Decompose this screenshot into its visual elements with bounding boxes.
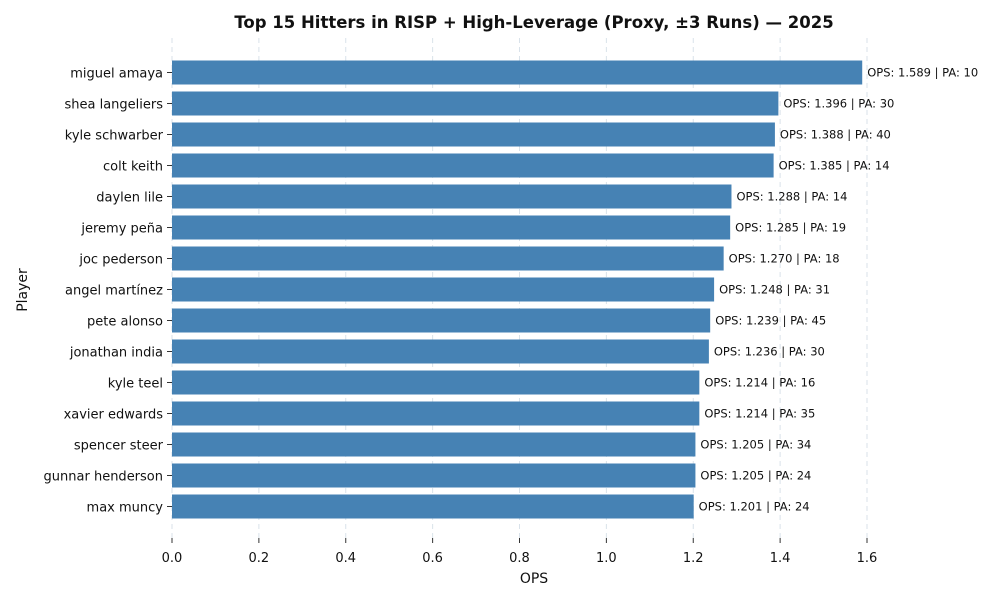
bar [172, 153, 774, 178]
bars [172, 60, 863, 519]
bar-value-label: OPS: 1.589 | PA: 10 [867, 66, 978, 80]
bar [172, 246, 724, 271]
bar [172, 277, 715, 302]
data-labels: OPS: 1.589 | PA: 10 OPS: 1.396 | PA: 30 OP… [699, 66, 978, 514]
x-tick-label: 1.0 [596, 551, 617, 566]
y-axis-label: Player [15, 268, 31, 312]
bar-value-label: OPS: 1.396 | PA: 30 [783, 97, 894, 111]
y-tick-label: pete alonso [87, 315, 163, 330]
y-tick-label: spencer steer [74, 439, 164, 454]
bar [172, 308, 711, 333]
x-tick-label: 1.2 [683, 551, 704, 566]
y-tick-label: joc pederson [78, 253, 163, 268]
x-tick-label: 0.6 [422, 551, 443, 566]
y-tick-label: kyle teel [108, 377, 163, 392]
y-tick-label: xavier edwards [64, 408, 164, 423]
bar-value-label: OPS: 1.285 | PA: 19 [735, 221, 846, 235]
bar [172, 339, 709, 364]
bar-value-label: OPS: 1.239 | PA: 45 [715, 314, 826, 328]
bar [172, 184, 732, 209]
bar [172, 60, 863, 85]
x-tick-label: 0.2 [249, 551, 270, 566]
y-tick-label: miguel amaya [70, 67, 163, 82]
bar [172, 91, 779, 116]
x-tick-label: 0.8 [509, 551, 530, 566]
y-tick-label: daylen lile [96, 191, 163, 206]
bar-value-label: OPS: 1.205 | PA: 34 [700, 438, 811, 452]
bar [172, 122, 775, 147]
bar-value-label: OPS: 1.385 | PA: 14 [779, 159, 890, 173]
y-tick-label: angel martínez [65, 284, 163, 299]
y-tick-label: colt keith [103, 160, 163, 175]
bar [172, 370, 700, 395]
x-tick-label: 1.6 [857, 551, 878, 566]
y-tick-label: jeremy peña [80, 222, 163, 237]
chart-title: Top 15 Hitters in RISP + High-Leverage (… [234, 13, 833, 32]
y-tick-label: kyle schwarber [65, 129, 164, 144]
x-tick-label: 1.4 [770, 551, 791, 566]
bar-value-label: OPS: 1.214 | PA: 16 [704, 376, 815, 390]
y-tick-label: shea langeliers [64, 98, 163, 113]
bar-value-label: OPS: 1.201 | PA: 24 [699, 500, 810, 514]
bar-value-label: OPS: 1.205 | PA: 24 [700, 469, 811, 483]
y-tick-label: gunnar henderson [44, 470, 163, 485]
bar-value-label: OPS: 1.388 | PA: 40 [780, 128, 891, 142]
x-axis-label: OPS [520, 571, 548, 587]
bar [172, 215, 731, 240]
bar [172, 463, 696, 488]
bar-value-label: OPS: 1.236 | PA: 30 [714, 345, 825, 359]
bar-value-label: OPS: 1.270 | PA: 18 [729, 252, 840, 266]
bar-value-label: OPS: 1.214 | PA: 35 [704, 407, 815, 421]
x-tick-label: 0.4 [335, 551, 356, 566]
y-tick-label: max muncy [87, 501, 164, 516]
bar [172, 432, 696, 457]
x-tick-label: 0.0 [162, 551, 183, 566]
bar [172, 494, 694, 519]
bar [172, 401, 700, 426]
bar-value-label: OPS: 1.288 | PA: 14 [736, 190, 847, 204]
bar-value-label: OPS: 1.248 | PA: 31 [719, 283, 830, 297]
y-axis: miguel amaya shea langeliers kyle schwarbe… [44, 67, 172, 516]
x-axis: 0.0 0.2 0.4 0.6 0.8 1.0 1.2 1.4 1.6 [162, 538, 878, 566]
y-tick-label: jonathan india [69, 346, 163, 361]
